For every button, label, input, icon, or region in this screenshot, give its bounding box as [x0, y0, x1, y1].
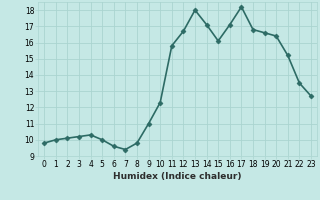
- X-axis label: Humidex (Indice chaleur): Humidex (Indice chaleur): [113, 172, 242, 181]
